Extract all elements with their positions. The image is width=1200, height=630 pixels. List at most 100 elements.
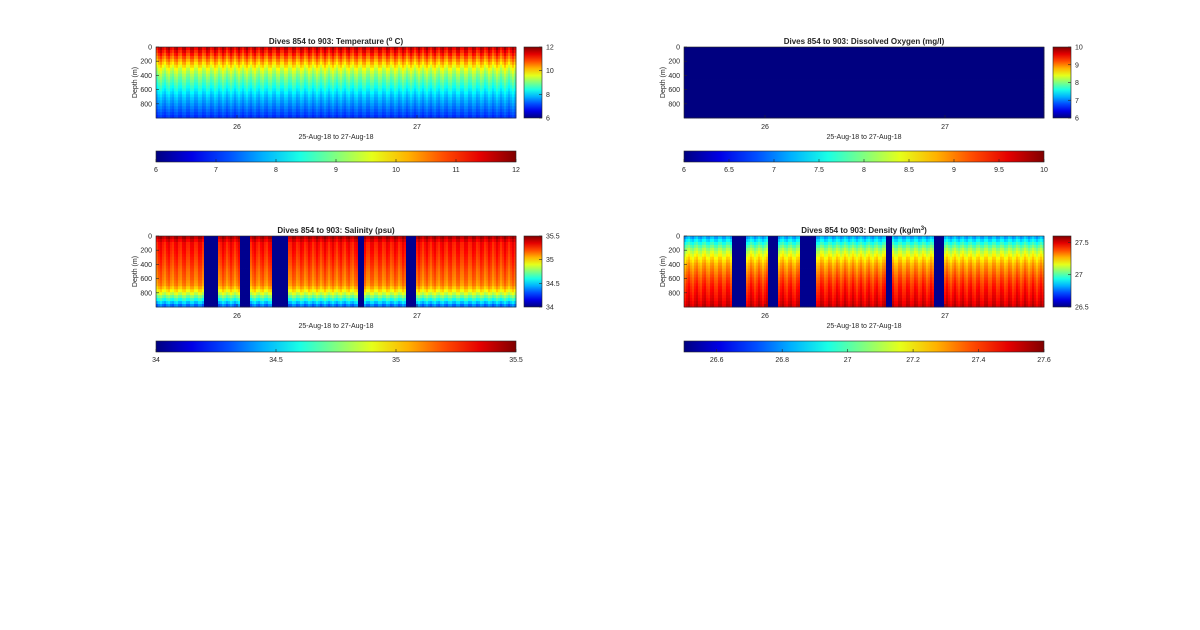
heatmap-cell <box>490 85 493 89</box>
heatmap-cell <box>684 52 687 57</box>
heatmap-cell <box>704 55 707 60</box>
heatmap-cell <box>184 79 187 83</box>
heatmap-cell <box>184 106 187 110</box>
heatmap-cell <box>162 100 165 104</box>
heatmap-cell <box>406 112 409 116</box>
heatmap-cell <box>462 106 465 110</box>
heatmap-cell <box>382 73 385 77</box>
heatmap-cell <box>348 100 351 104</box>
heatmap-cell <box>478 88 481 92</box>
heatmap-cell <box>160 67 163 72</box>
heatmap-cell <box>166 109 169 113</box>
heatmap-cell <box>162 109 165 113</box>
heatmap-cell <box>242 82 245 86</box>
heatmap-cell <box>274 82 277 86</box>
heatmap-cell <box>158 97 161 101</box>
heatmap-cell <box>316 106 319 110</box>
heatmap-cell <box>734 106 737 110</box>
heatmap-cell <box>212 67 215 72</box>
heatmap-cell <box>398 47 401 51</box>
heatmap-cell <box>430 100 433 104</box>
heatmap-cell <box>308 67 311 72</box>
heatmap-cell <box>276 112 279 116</box>
heatmap-cell <box>306 70 309 75</box>
heatmap-cell <box>248 97 251 101</box>
heatmap-cell <box>494 67 497 72</box>
heatmap-cell <box>366 88 369 92</box>
heatmap-cell <box>166 52 169 57</box>
heatmap-cell <box>688 73 691 77</box>
heatmap-cell <box>224 70 227 75</box>
heatmap-cell <box>692 70 695 75</box>
heatmap-cell <box>686 49 689 54</box>
heatmap-cell <box>202 91 205 95</box>
heatmap-cell <box>486 79 489 83</box>
heatmap-cell <box>384 112 387 116</box>
heatmap-cell <box>378 79 381 83</box>
heatmap-cell <box>206 70 209 75</box>
heatmap-cell <box>160 47 163 51</box>
heatmap-cell <box>446 97 449 101</box>
heatmap-cell <box>698 79 701 83</box>
heatmap-cell <box>258 91 261 95</box>
panel-temperature: Dives 854 to 903: Temperature (o C)02004… <box>132 37 554 174</box>
heatmap-cell <box>240 103 243 107</box>
heatmap-cell <box>484 85 487 89</box>
heatmap-cell <box>514 55 517 60</box>
heatmap-cell <box>480 73 483 77</box>
heatmap-cell <box>180 85 183 89</box>
heatmap-cell <box>412 100 415 104</box>
heatmap-cell <box>434 106 437 110</box>
heatmap-cell <box>684 106 687 110</box>
heatmap-cell <box>270 58 273 63</box>
heatmap-cell <box>278 73 281 77</box>
heatmap-cell <box>468 49 471 54</box>
heatmap-cell <box>378 76 381 80</box>
heatmap-cell <box>506 100 509 104</box>
heatmap-cell <box>698 88 701 92</box>
heatmap-cell <box>174 106 177 110</box>
heatmap-cell <box>182 64 185 69</box>
heatmap-cell <box>404 91 407 95</box>
heatmap-cell <box>174 85 177 89</box>
heatmap-cell <box>308 58 311 63</box>
heatmap-cell <box>436 100 439 104</box>
heatmap-cell <box>180 49 183 54</box>
heatmap-cell <box>456 47 459 51</box>
heatmap-cell <box>350 49 353 54</box>
heatmap-cell <box>370 67 373 72</box>
heatmap-cell <box>500 61 503 66</box>
heatmap-cell <box>468 94 471 98</box>
heatmap-cell <box>284 88 287 92</box>
heatmap-cell <box>214 82 217 86</box>
heatmap-cell <box>700 115 703 119</box>
heatmap-cell <box>372 67 375 72</box>
heatmap-cell <box>226 100 229 104</box>
heatmap-cell <box>236 73 239 77</box>
heatmap-cell <box>250 85 253 89</box>
heatmap-cell <box>344 73 347 77</box>
heatmap-cell <box>354 70 357 75</box>
heatmap-cell <box>404 94 407 98</box>
heatmap-cell <box>440 70 443 75</box>
heatmap-cell <box>288 76 291 80</box>
heatmap-cell <box>712 70 715 75</box>
heatmap-cell <box>254 52 257 57</box>
heatmap-cell <box>508 73 511 77</box>
heatmap-cell <box>332 88 335 92</box>
heatmap-cell <box>468 47 471 51</box>
heatmap-cell <box>442 55 445 60</box>
heatmap-cell <box>210 109 213 113</box>
heatmap-cell <box>202 58 205 63</box>
heatmap-cell <box>162 55 165 60</box>
heatmap-cell <box>448 49 451 54</box>
heatmap-cell <box>328 97 331 101</box>
heatmap-cell <box>330 109 333 113</box>
heatmap-cell <box>276 64 279 69</box>
heatmap-cell <box>304 106 307 110</box>
heatmap-cell <box>156 55 159 60</box>
heatmap-cell <box>704 61 707 66</box>
heatmap-cell <box>306 91 309 95</box>
heatmap-cell <box>452 106 455 110</box>
heatmap-cell <box>200 88 203 92</box>
